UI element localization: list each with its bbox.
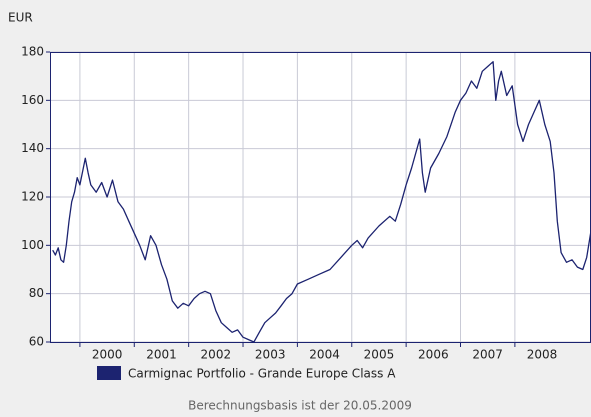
x-tick-label: 2006 bbox=[418, 348, 449, 362]
x-tick-label: 2001 bbox=[146, 348, 177, 362]
x-tick-label: 2007 bbox=[472, 348, 503, 362]
y-tick-label: 120 bbox=[21, 190, 44, 204]
x-tick-label: 2004 bbox=[309, 348, 340, 362]
x-tick-label: 2000 bbox=[92, 348, 123, 362]
y-tick-label: 180 bbox=[21, 45, 44, 59]
footnote: Berechnungsbasis ist der 20.05.2009 bbox=[188, 399, 412, 413]
x-tick-label: 2003 bbox=[255, 348, 286, 362]
y-tick-label: 80 bbox=[29, 286, 44, 300]
y-axis-label: EUR bbox=[8, 11, 33, 25]
legend-swatch bbox=[97, 366, 121, 380]
y-tick-label: 160 bbox=[21, 93, 44, 107]
legend-label: Carmignac Portfolio - Grande Europe Clas… bbox=[128, 367, 396, 381]
y-tick-label: 140 bbox=[21, 141, 44, 155]
y-tick-label: 100 bbox=[21, 238, 44, 252]
x-tick-label: 2008 bbox=[527, 348, 558, 362]
y-tick-label: 60 bbox=[29, 335, 44, 349]
series-line bbox=[52, 61, 591, 343]
x-tick-label: 2002 bbox=[201, 348, 232, 362]
x-tick-label: 2005 bbox=[364, 348, 395, 362]
